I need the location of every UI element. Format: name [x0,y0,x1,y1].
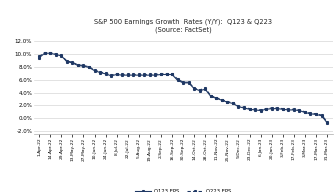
Q223 EPS [297,109,301,111]
Q123 EPS [43,52,47,54]
Line: Q223 EPS: Q223 EPS [38,52,328,122]
Line: Q123 EPS: Q123 EPS [38,52,328,124]
Q223 EPS [264,108,268,110]
Q123 EPS [325,122,329,124]
Q223 EPS [37,55,41,58]
Title: S&P 500 Earnings Growth  Rates (Y/Y):  Q123 & Q223
(Source: FactSet): S&P 500 Earnings Growth Rates (Y/Y): Q12… [94,18,272,33]
Q223 EPS [209,95,213,97]
Q123 EPS [297,109,301,112]
Q123 EPS [214,97,218,99]
Q123 EPS [264,108,268,110]
Q223 EPS [214,97,218,99]
Q123 EPS [37,57,41,59]
Q223 EPS [120,73,124,76]
Legend: Q123 EPS, Q223 EPS: Q123 EPS, Q223 EPS [135,189,231,192]
Q223 EPS [225,100,229,103]
Q123 EPS [120,74,124,76]
Q223 EPS [43,51,47,54]
Q123 EPS [225,101,229,103]
Q223 EPS [325,120,329,123]
Q123 EPS [209,95,213,98]
